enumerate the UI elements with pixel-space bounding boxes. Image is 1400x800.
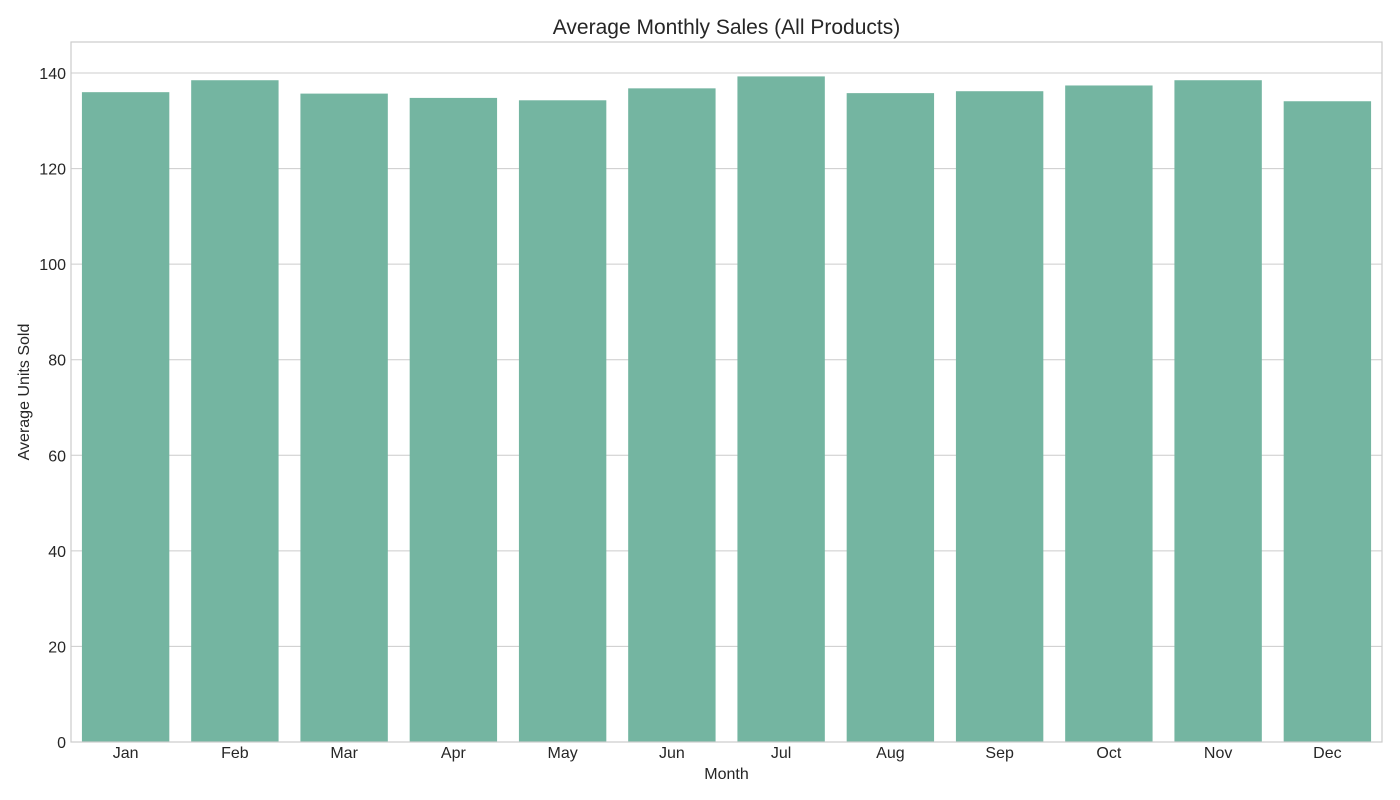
y-tick-label: 100 <box>39 257 66 274</box>
bar-sep <box>955 91 1044 742</box>
bar-may <box>518 100 607 742</box>
y-tick-label: 40 <box>48 544 66 561</box>
bar-layer <box>81 76 1372 743</box>
bar-dec <box>1283 101 1372 742</box>
y-axis-label: Average Units Sold <box>16 324 33 461</box>
y-tick-labels: 0 20 40 60 80 100 120 140 <box>39 66 66 752</box>
y-tick-label: 80 <box>48 353 66 370</box>
bar-mar <box>300 93 388 742</box>
x-tick-label: Oct <box>1096 745 1121 762</box>
x-tick-label: Nov <box>1204 745 1232 762</box>
x-tick-label: Feb <box>221 745 249 762</box>
grid-layer <box>71 72 1382 743</box>
x-tick-label: Aug <box>876 745 904 762</box>
x-tick-label: Jun <box>659 745 685 762</box>
bar-jul <box>737 76 825 743</box>
plot-frame <box>70 41 1383 743</box>
y-tick-label: 120 <box>39 162 66 179</box>
bar-apr <box>409 97 498 743</box>
y-tick-label: 0 <box>57 735 66 752</box>
x-tick-label: Sep <box>985 745 1014 762</box>
bar-jun <box>628 88 716 742</box>
x-axis-label: Month <box>704 766 748 783</box>
y-tick-label: 20 <box>48 639 66 656</box>
x-tick-labels: Jan Feb Mar Apr May Jun Jul Aug Sep Oct Nov Dec <box>113 745 1342 762</box>
y-tick-label: 140 <box>39 66 66 83</box>
x-tick-label: May <box>548 745 578 762</box>
bar-feb <box>191 80 279 742</box>
y-tick-label: 60 <box>48 448 66 465</box>
x-tick-label: Apr <box>441 745 467 762</box>
bar-nov <box>1174 80 1262 742</box>
x-tick-label: Mar <box>330 745 358 762</box>
bar-aug <box>846 93 935 742</box>
x-tick-label: Dec <box>1313 745 1341 762</box>
bar-jan <box>81 92 170 742</box>
chart-title: Average Monthly Sales (All Products) <box>553 16 900 39</box>
x-tick-label: Jan <box>113 745 139 762</box>
bar-oct <box>1065 85 1153 743</box>
x-tick-label: Jul <box>771 745 791 762</box>
